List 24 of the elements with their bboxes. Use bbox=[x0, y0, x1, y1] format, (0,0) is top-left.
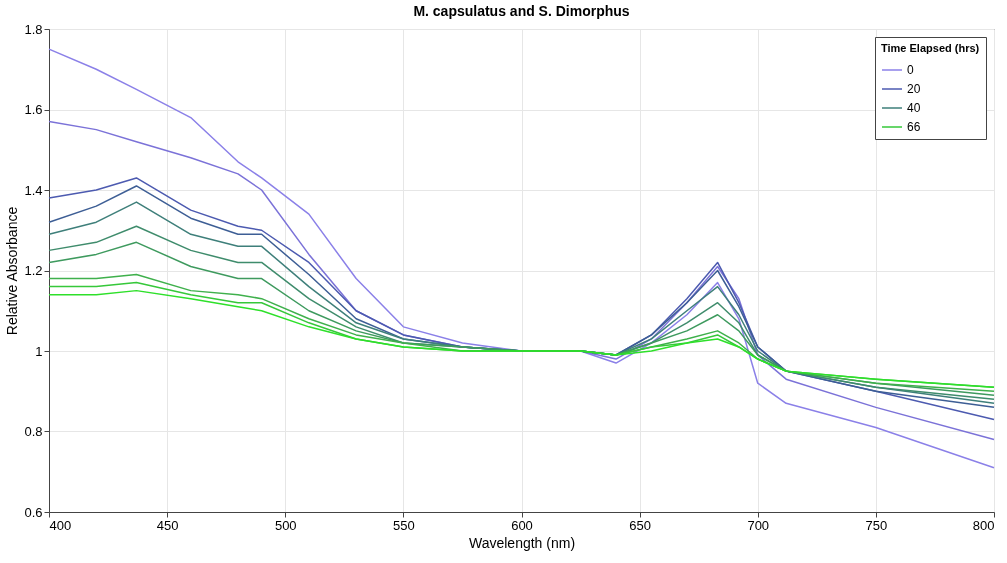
legend-label: 66 bbox=[907, 120, 921, 134]
y-tick-label: 1 bbox=[35, 343, 43, 359]
y-tick-label: 1.4 bbox=[24, 182, 43, 198]
x-tick-label: 500 bbox=[274, 517, 297, 533]
y-tick-label: 1.6 bbox=[24, 102, 43, 117]
y-tick-label: 0.6 bbox=[24, 504, 43, 520]
legend-title: Time Elapsed (hrs) bbox=[881, 42, 980, 54]
x-tick-label: 600 bbox=[511, 517, 533, 533]
y-tick-label: 1.8 bbox=[24, 21, 43, 37]
x-tick-label: 750 bbox=[865, 517, 888, 533]
y-axis-title: Relative Absorbance bbox=[4, 206, 21, 336]
x-tick-label: 450 bbox=[156, 517, 179, 533]
x-tick-label: 550 bbox=[393, 517, 415, 533]
x-axis-title: Wavelength (nm) bbox=[468, 534, 576, 551]
legend-label: 0 bbox=[907, 63, 914, 77]
legend-label: 40 bbox=[907, 101, 921, 115]
x-tick-label: 800 bbox=[972, 517, 995, 533]
x-tick-label: 700 bbox=[747, 517, 770, 533]
legend-label: 20 bbox=[907, 82, 921, 96]
x-tick-label: 650 bbox=[629, 517, 651, 533]
x-tick-label: 400 bbox=[49, 517, 72, 533]
chart-title: M. capsulatus and S. Dimorphus bbox=[413, 3, 630, 19]
y-tick-label: 1.2 bbox=[24, 263, 43, 278]
y-tick-label: 0.8 bbox=[24, 424, 43, 439]
